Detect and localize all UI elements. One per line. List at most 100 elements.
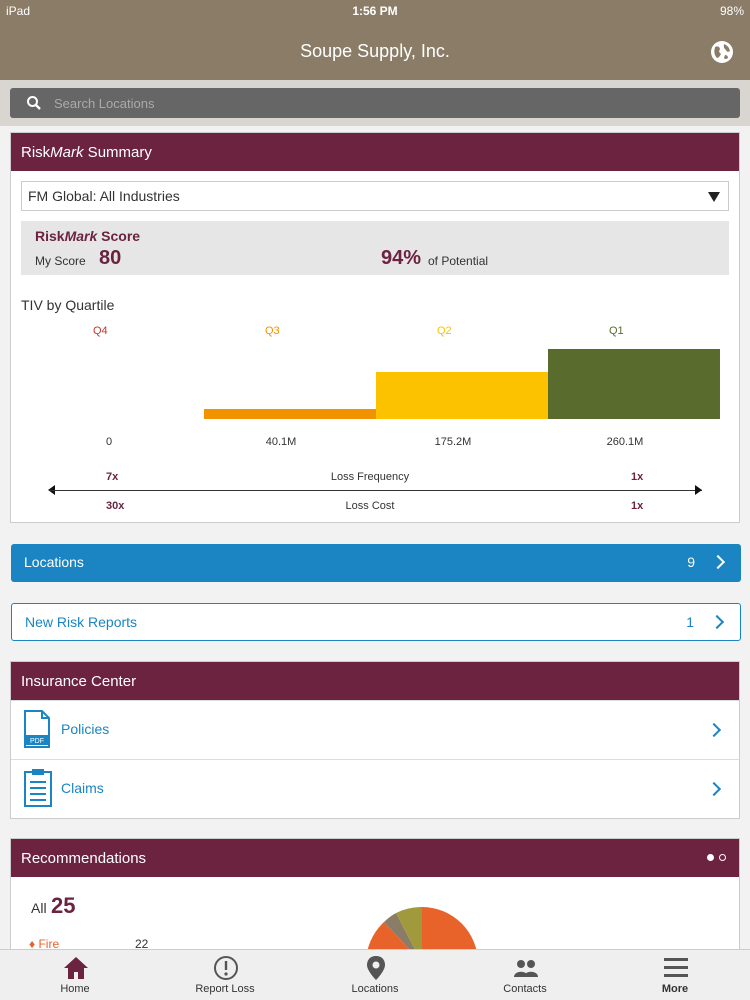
insurance-header: Insurance Center: [11, 662, 739, 700]
recommendations-title: Recommendations: [21, 850, 147, 867]
score-label-rest: Score: [97, 228, 141, 244]
new-risk-reports-button[interactable]: New Risk Reports 1: [11, 603, 741, 641]
recommendations-card: Recommendations All 25 ♦ Fire 22: [10, 838, 740, 958]
pie-slice-fire-b: [366, 922, 417, 957]
locations-button[interactable]: Locations 9: [11, 544, 741, 582]
fire-count: 22: [135, 937, 149, 951]
svg-text:PDF: PDF: [30, 738, 44, 745]
axis-right-arrow: [695, 485, 702, 495]
search-input[interactable]: [54, 93, 654, 113]
score-label-risk: Risk: [35, 228, 65, 244]
tiv-boundary-label: 0: [105, 436, 113, 448]
benchmark-dropdown[interactable]: FM Global: All Industries: [21, 181, 729, 211]
search-icon: [27, 96, 41, 110]
recommendations-header: Recommendations: [11, 839, 739, 877]
battery-level: 98%: [719, 4, 744, 18]
quartile-label-q4: Q4: [93, 325, 108, 337]
my-score-label: My Score: [35, 254, 86, 268]
new-risk-reports-count: 1: [686, 614, 694, 630]
potential-label: of Potential: [428, 254, 489, 268]
pie-slice-other: [384, 913, 419, 957]
chevron-right-icon: [706, 781, 722, 797]
pdf-document-icon: PDF: [24, 710, 50, 748]
riskmark-summary-card: RiskMark Summary FM Global: All Industri…: [10, 132, 740, 523]
loss-cost-label: Loss Cost: [345, 500, 395, 512]
device-label: iPad: [6, 4, 31, 18]
tiv-boundary-label: 260.1M: [606, 436, 644, 448]
locations-count: 9: [687, 554, 695, 570]
tab-contacts-label: Contacts: [503, 983, 547, 995]
clipboard-icon: [24, 769, 52, 807]
fire-icon: ♦: [29, 937, 36, 951]
tab-more-label: More: [661, 983, 689, 995]
tab-bar: Home Report Loss Locations Contacts: [0, 949, 750, 1000]
score-label: RiskMark Score: [35, 228, 140, 244]
loss-cost-right: 1x: [631, 500, 644, 512]
nav-bar: Soupe Supply, Inc.: [0, 22, 750, 80]
quartile-bar-q3: [204, 409, 376, 419]
summary-title-mark: Mark: [50, 144, 84, 161]
quartile-label-q3: Q3: [265, 325, 280, 337]
quartile-bar-q1: [548, 349, 720, 419]
tab-report-loss[interactable]: Report Loss: [150, 950, 300, 1000]
claims-row[interactable]: Claims: [11, 759, 739, 817]
chevron-right-icon: [710, 554, 726, 570]
quartile-bar-q2: [376, 372, 548, 419]
page-title: Soupe Supply, Inc.: [300, 41, 450, 61]
status-bar: iPad 1:56 PM 98%: [0, 0, 750, 22]
potential-percent: 94%: [381, 247, 422, 269]
home-icon: [64, 957, 88, 979]
contacts-icon: [514, 960, 538, 977]
summary-header: RiskMark Summary: [11, 133, 739, 171]
search-bar: [0, 80, 750, 126]
tab-home-label: Home: [60, 983, 90, 995]
globe-icon[interactable]: [710, 40, 734, 64]
search-box[interactable]: [10, 88, 740, 118]
chevron-right-icon: [706, 722, 722, 738]
my-score-value: 80: [99, 247, 122, 269]
fire-label: Fire: [38, 937, 60, 951]
pie-slice-nat-haz: [396, 907, 422, 957]
recommendations-pie-chart: [366, 907, 478, 957]
page-dot-active: [707, 854, 714, 861]
insurance-center-card: Insurance Center PDF Policies Claims: [10, 661, 740, 819]
tab-locations[interactable]: Locations: [300, 950, 450, 1000]
loss-frequency-left: 7x: [106, 471, 119, 483]
dropdown-arrow-icon: [708, 192, 720, 202]
status-time: 1:56 PM: [352, 4, 398, 18]
policies-label: Policies: [61, 721, 110, 737]
new-risk-reports-label: New Risk Reports: [25, 614, 138, 630]
claims-label: Claims: [61, 780, 104, 796]
chevron-right-icon: [709, 614, 725, 630]
recommendations-total: All 25: [31, 893, 76, 919]
dropdown-value: FM Global: All Industries: [28, 188, 180, 204]
fire-category[interactable]: ♦ Fire: [29, 937, 59, 951]
alert-circle-icon: [214, 956, 238, 980]
loss-axis: [49, 490, 702, 491]
locations-label: Locations: [24, 554, 84, 570]
summary-title-rest: Summary: [83, 144, 152, 161]
all-label: All: [31, 900, 47, 916]
quartile-label-q1: Q1: [609, 325, 624, 337]
summary-title-risk: Risk: [21, 144, 51, 161]
tab-locations-label: Locations: [351, 983, 399, 995]
loss-frequency-right: 1x: [631, 471, 644, 483]
tab-contacts[interactable]: Contacts: [450, 950, 600, 1000]
quartile-label-q2: Q2: [437, 325, 452, 337]
score-label-mark: Mark: [64, 228, 98, 244]
tiv-boundary-label: 40.1M: [265, 436, 297, 448]
loss-cost-left: 30x: [106, 500, 125, 512]
tiv-boundary-label: 175.2M: [434, 436, 472, 448]
tiv-title: TIV by Quartile: [21, 297, 115, 313]
pie-slice-fire: [422, 907, 478, 957]
score-box: RiskMark Score My Score 80 94% of Potent…: [21, 221, 729, 275]
all-count: 25: [51, 893, 76, 918]
tab-home[interactable]: Home: [0, 950, 150, 1000]
tab-report-loss-label: Report Loss: [195, 983, 255, 995]
page-dot: [719, 854, 726, 861]
tab-more[interactable]: More: [600, 950, 750, 1000]
map-pin-icon: [367, 956, 385, 980]
menu-icon: [664, 958, 688, 977]
page-indicator[interactable]: [707, 854, 727, 862]
policies-row[interactable]: PDF Policies: [11, 700, 739, 758]
